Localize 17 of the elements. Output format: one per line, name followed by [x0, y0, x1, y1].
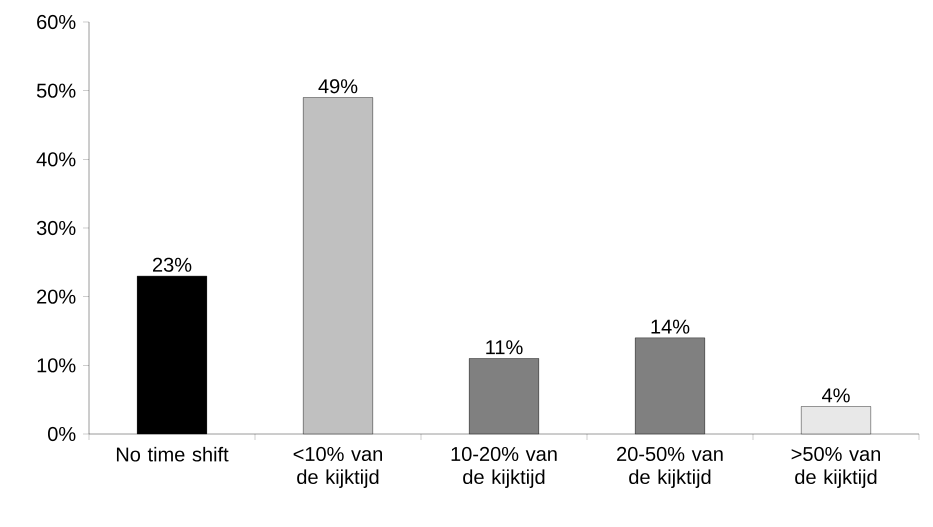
y-tick-label: 10%: [38, 358, 76, 372]
y-tick-label: 20%: [37, 290, 76, 304]
x-tick-label: <10% van de kijktijd: [294, 446, 382, 488]
data-label: 23%: [152, 258, 192, 272]
data-label: 4%: [822, 388, 850, 402]
x-tick-label: 20-50% van de kijktijd: [617, 446, 723, 488]
y-tick-label: 30%: [36, 220, 76, 236]
y-tick-label: 60%: [37, 14, 76, 30]
y-tick-label: 40%: [36, 152, 76, 166]
x-tick-label: 10-20% van de kijktijd: [452, 446, 557, 488]
y-tick-label: 0%: [48, 426, 76, 442]
x-tick-label: No time shift: [116, 446, 229, 462]
data-label: 49%: [318, 79, 358, 94]
x-tick-label: >50% van de kijktijd: [792, 446, 880, 488]
data-label: 14%: [652, 320, 690, 334]
data-label: 11%: [486, 340, 523, 354]
y-tick-label: 50%: [36, 84, 76, 98]
